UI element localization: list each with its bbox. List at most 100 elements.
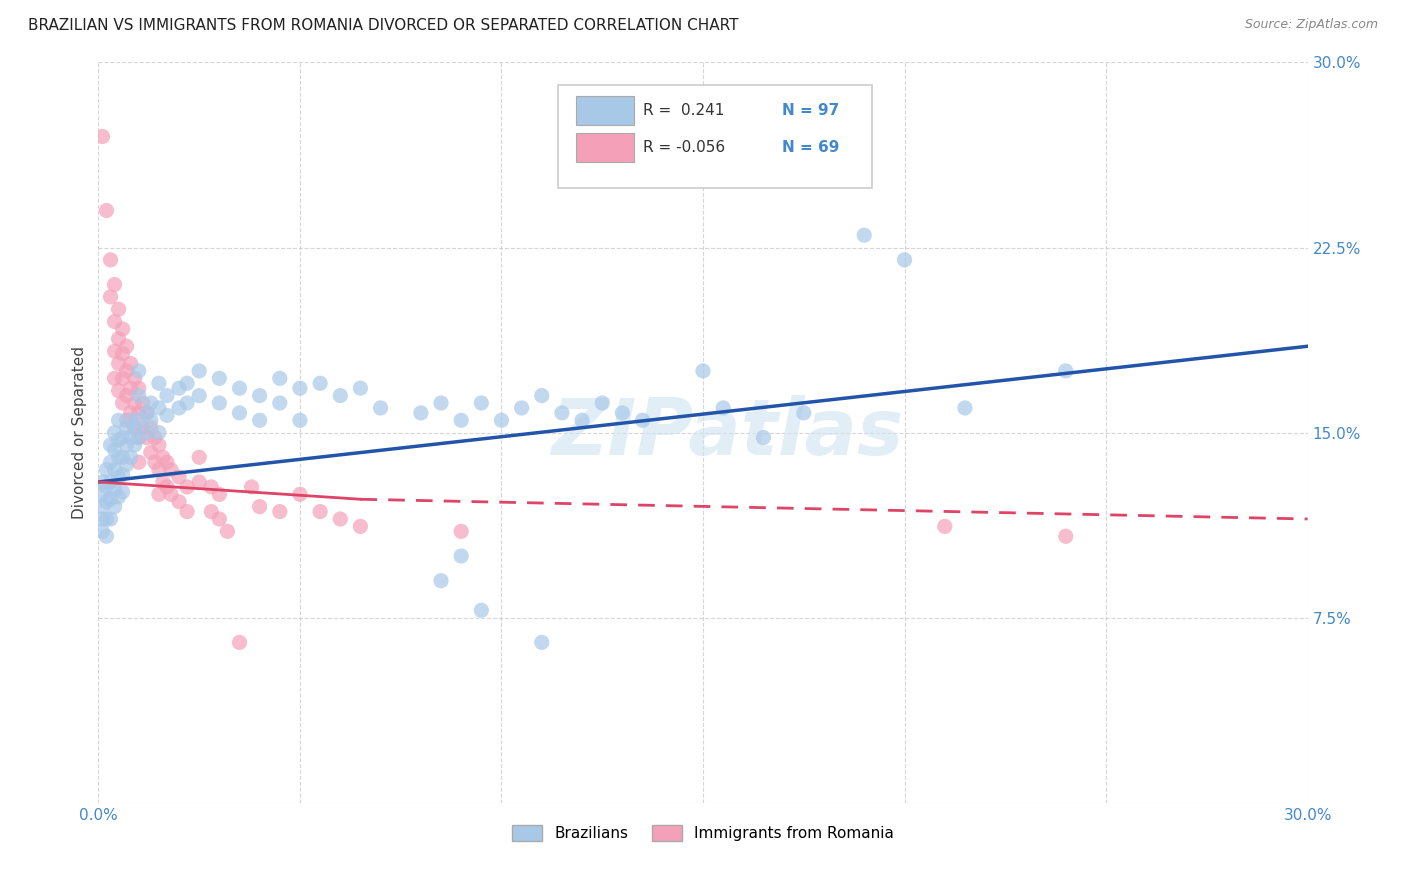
Point <box>200 505 222 519</box>
Point <box>120 406 142 420</box>
Point <box>124 371 146 385</box>
Point <box>510 401 533 415</box>
Point <box>103 462 125 476</box>
Point <box>100 475 122 489</box>
Point <box>103 314 125 328</box>
Point <box>107 384 129 398</box>
Point <box>91 500 114 514</box>
Point <box>128 406 150 420</box>
Point <box>91 524 114 539</box>
Point <box>156 455 179 469</box>
Point <box>329 512 352 526</box>
Point <box>152 475 174 489</box>
Point <box>115 420 138 434</box>
Point <box>111 450 134 465</box>
Point <box>208 371 231 385</box>
Point <box>120 431 142 445</box>
Point <box>148 401 170 415</box>
Text: N = 69: N = 69 <box>782 140 839 155</box>
Point <box>530 635 553 649</box>
Point <box>139 445 162 459</box>
Point <box>139 413 162 427</box>
Point <box>135 406 157 420</box>
Point <box>100 290 122 304</box>
Point <box>124 420 146 434</box>
Point <box>370 401 392 415</box>
Point <box>167 494 190 508</box>
Point <box>107 357 129 371</box>
Point <box>115 364 138 378</box>
Point <box>103 277 125 292</box>
Point <box>288 487 311 501</box>
Legend: Brazilians, Immigrants from Romania: Brazilians, Immigrants from Romania <box>506 819 900 847</box>
Point <box>176 480 198 494</box>
Point <box>228 406 250 420</box>
Point <box>143 455 166 469</box>
Point <box>249 388 271 402</box>
Point <box>288 381 311 395</box>
Point <box>160 487 183 501</box>
Point <box>349 519 371 533</box>
Point <box>208 396 231 410</box>
Point <box>240 480 263 494</box>
Point <box>111 484 134 499</box>
Point <box>349 381 371 395</box>
Point <box>96 203 118 218</box>
Point <box>612 406 634 420</box>
Point <box>96 529 118 543</box>
Point <box>269 371 291 385</box>
FancyBboxPatch shape <box>558 85 872 188</box>
Point <box>128 381 150 395</box>
Point <box>309 505 332 519</box>
Point <box>107 490 129 504</box>
Text: R =  0.241: R = 0.241 <box>643 103 724 118</box>
Point <box>135 406 157 420</box>
Point <box>91 129 114 144</box>
Point <box>470 603 492 617</box>
Point <box>103 500 125 514</box>
Point <box>409 406 432 420</box>
Point <box>152 450 174 465</box>
Point <box>288 413 311 427</box>
Point <box>188 364 211 378</box>
Point <box>91 475 114 489</box>
Point <box>249 500 271 514</box>
Point <box>156 409 179 423</box>
Point <box>103 344 125 359</box>
Point <box>111 431 134 445</box>
Point <box>103 371 125 385</box>
Point <box>167 470 190 484</box>
Point <box>132 396 155 410</box>
Point <box>853 228 876 243</box>
Point <box>793 406 815 420</box>
Point <box>111 346 134 360</box>
Point <box>107 433 129 447</box>
Point <box>309 376 332 391</box>
Point <box>450 524 472 539</box>
Point <box>100 438 122 452</box>
Point <box>188 450 211 465</box>
Point <box>148 425 170 440</box>
Point <box>631 413 654 427</box>
Point <box>591 396 613 410</box>
Y-axis label: Divorced or Separated: Divorced or Separated <box>72 346 87 519</box>
Point <box>269 505 291 519</box>
Point <box>450 549 472 563</box>
Point <box>115 388 138 402</box>
FancyBboxPatch shape <box>576 95 634 126</box>
Point <box>491 413 513 427</box>
Point <box>470 396 492 410</box>
Point <box>111 322 134 336</box>
Point <box>430 574 453 588</box>
Point <box>103 425 125 440</box>
Point <box>107 302 129 317</box>
Point <box>167 381 190 395</box>
Point <box>571 413 593 427</box>
Point <box>167 401 190 415</box>
Point <box>115 339 138 353</box>
Point <box>107 413 129 427</box>
Point <box>934 519 956 533</box>
Point <box>96 494 118 508</box>
Text: N = 97: N = 97 <box>782 103 839 118</box>
Point <box>143 431 166 445</box>
